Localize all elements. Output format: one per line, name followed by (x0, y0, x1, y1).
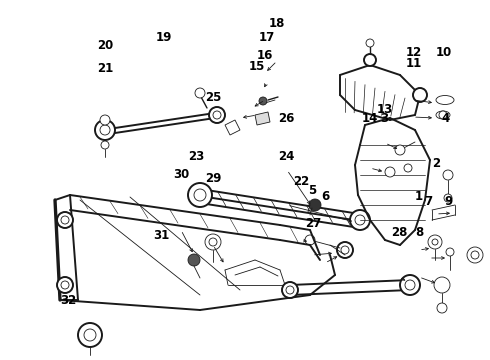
Circle shape (364, 54, 376, 66)
Text: 6: 6 (322, 190, 330, 203)
Circle shape (286, 286, 294, 294)
Text: 16: 16 (256, 49, 273, 62)
Circle shape (209, 238, 217, 246)
Text: 10: 10 (435, 46, 452, 59)
Circle shape (471, 251, 479, 259)
Circle shape (404, 164, 412, 172)
Text: 29: 29 (205, 172, 221, 185)
Text: 19: 19 (156, 31, 172, 44)
Text: 8: 8 (415, 226, 423, 239)
Text: 20: 20 (97, 39, 114, 51)
Text: 21: 21 (97, 62, 114, 75)
Circle shape (432, 239, 438, 245)
Circle shape (61, 281, 69, 289)
Circle shape (439, 111, 447, 119)
Circle shape (341, 246, 349, 254)
Circle shape (446, 248, 454, 256)
Text: 23: 23 (188, 150, 204, 163)
Circle shape (444, 194, 452, 202)
Circle shape (188, 183, 212, 207)
Text: 26: 26 (278, 112, 295, 125)
Text: 1: 1 (415, 190, 423, 203)
Circle shape (405, 280, 415, 290)
Text: 12: 12 (406, 46, 422, 59)
Circle shape (84, 329, 96, 341)
Ellipse shape (436, 111, 450, 119)
Circle shape (259, 97, 267, 105)
Text: 28: 28 (391, 226, 408, 239)
Circle shape (385, 167, 395, 177)
Circle shape (443, 170, 453, 180)
Text: 25: 25 (205, 91, 221, 104)
Circle shape (95, 120, 115, 140)
Text: 9: 9 (444, 195, 452, 208)
Text: 14: 14 (362, 112, 378, 125)
Text: 5: 5 (308, 184, 316, 197)
Circle shape (413, 88, 427, 102)
Text: 18: 18 (269, 17, 285, 30)
Circle shape (205, 234, 221, 250)
Circle shape (57, 212, 73, 228)
Circle shape (395, 145, 405, 155)
Circle shape (355, 215, 365, 225)
Text: 32: 32 (60, 294, 77, 307)
Text: 27: 27 (305, 217, 322, 230)
Circle shape (213, 111, 221, 119)
Circle shape (437, 303, 447, 313)
Text: 15: 15 (249, 60, 266, 73)
Text: 11: 11 (406, 57, 422, 69)
Circle shape (194, 189, 206, 201)
Text: 30: 30 (173, 168, 190, 181)
Circle shape (337, 242, 353, 258)
Circle shape (366, 39, 374, 47)
Text: 24: 24 (278, 150, 295, 163)
Text: 31: 31 (153, 229, 170, 242)
Circle shape (195, 88, 205, 98)
Circle shape (100, 115, 110, 125)
Text: 13: 13 (376, 103, 393, 116)
Polygon shape (255, 112, 270, 125)
Text: 7: 7 (425, 195, 433, 208)
Circle shape (400, 275, 420, 295)
Circle shape (101, 141, 109, 149)
Circle shape (188, 254, 200, 266)
Circle shape (309, 199, 321, 211)
Ellipse shape (436, 95, 454, 104)
Circle shape (350, 210, 370, 230)
Circle shape (61, 216, 69, 224)
Text: 2: 2 (432, 157, 440, 170)
Text: 17: 17 (259, 31, 275, 44)
Text: 22: 22 (293, 175, 310, 188)
Circle shape (467, 247, 483, 263)
Circle shape (434, 277, 450, 293)
Circle shape (100, 125, 110, 135)
Text: 4: 4 (442, 112, 450, 125)
Circle shape (305, 235, 315, 245)
Circle shape (428, 235, 442, 249)
Circle shape (57, 277, 73, 293)
Circle shape (78, 323, 102, 347)
Circle shape (282, 282, 298, 298)
Circle shape (209, 107, 225, 123)
Text: 3: 3 (381, 112, 389, 125)
